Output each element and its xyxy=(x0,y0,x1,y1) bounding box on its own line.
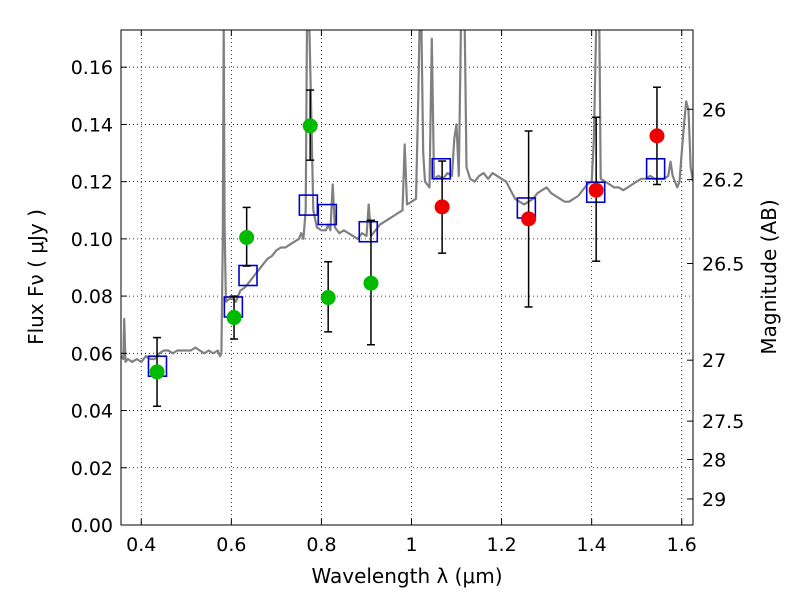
x-tick-label: 1.4 xyxy=(577,534,607,556)
y-tick-label: 0.00 xyxy=(71,515,113,537)
x-tick-label: 1 xyxy=(405,534,417,556)
model-flux-square xyxy=(645,157,666,180)
y-tick-label: 0.10 xyxy=(71,229,113,251)
x-tick-label: 0.8 xyxy=(306,534,336,556)
data-point xyxy=(302,118,318,134)
x-tick-label: 1.2 xyxy=(486,534,516,556)
x-tick-label: 1.6 xyxy=(667,534,697,556)
y-tick-label: 0.14 xyxy=(71,114,113,136)
right-axis-title: Magnitude (AB) xyxy=(757,199,781,354)
right-tick-label: 29 xyxy=(702,489,726,511)
y-tick-label: 0.16 xyxy=(71,57,113,79)
data-point xyxy=(588,182,604,198)
x-tick-label: 0.6 xyxy=(216,534,246,556)
right-tick-label: 28 xyxy=(702,449,726,471)
y-tick-label: 0.06 xyxy=(71,343,113,365)
y-tick-label: 0.12 xyxy=(71,172,113,194)
data-point xyxy=(239,229,255,245)
right-tick-label: 27.5 xyxy=(702,411,744,433)
y-tick-label: 0.08 xyxy=(71,286,113,308)
data-point xyxy=(149,364,165,380)
model-flux-square xyxy=(431,157,452,180)
right-tick-label: 26.5 xyxy=(702,253,744,275)
x-tick-label: 0.4 xyxy=(126,534,156,556)
right-tick-label: 27 xyxy=(702,350,726,372)
y-axis-title: Flux Fν ( μJy ) xyxy=(24,209,48,345)
plot-area xyxy=(121,30,693,408)
data-point xyxy=(363,275,379,291)
right-tick-label: 26 xyxy=(702,99,726,121)
data-point xyxy=(649,128,665,144)
data-point xyxy=(434,199,450,215)
model-flux-square xyxy=(358,220,379,243)
plot-background xyxy=(121,30,693,525)
axes-ticks: 0.4 0.6 0.8 1 1.2 1.4 1.6 0.00 0.02 0.04 0.06 0.08 0… xyxy=(71,30,744,556)
data-point xyxy=(521,211,537,227)
data-point xyxy=(320,290,336,306)
y-tick-label: 0.04 xyxy=(71,401,113,423)
plot-frame xyxy=(120,29,694,526)
model-flux-square xyxy=(317,203,338,226)
x-axis-title: Wavelength λ (μm) xyxy=(311,564,502,588)
y-tick-label: 0.02 xyxy=(71,458,113,480)
model-spectrum-line xyxy=(121,30,693,363)
model-flux-square xyxy=(298,194,319,216)
data-point xyxy=(226,310,242,326)
right-tick-label: 26.2 xyxy=(702,170,744,192)
